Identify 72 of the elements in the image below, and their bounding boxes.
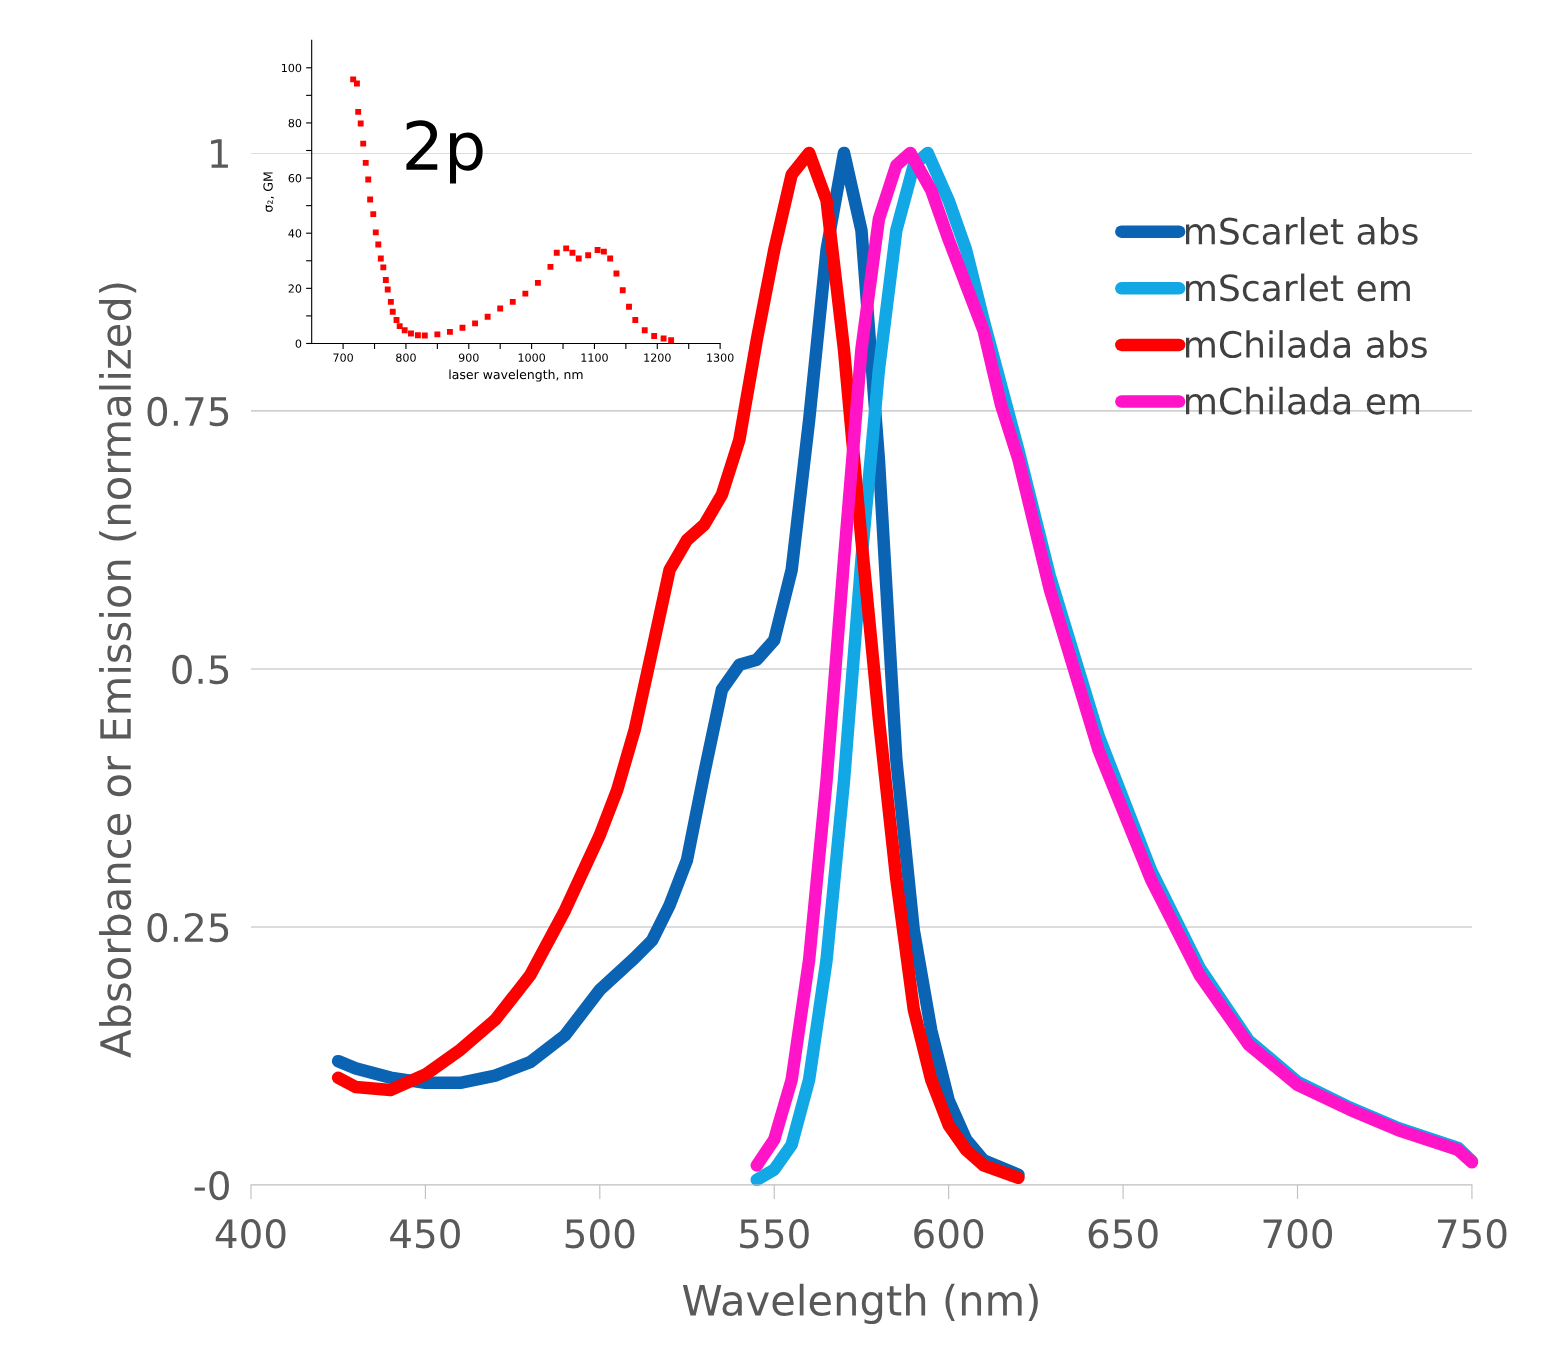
x-tick-label: 500 — [565, 1219, 635, 1249]
point — [594, 247, 601, 253]
point — [632, 317, 639, 323]
point — [365, 176, 372, 183]
x-tick-label: 900 — [458, 353, 479, 362]
y-tick-label: 0.75 — [147, 396, 229, 427]
x-tick-label: 750 — [1438, 1219, 1507, 1249]
x-tick-label: 550 — [740, 1219, 809, 1249]
point — [377, 255, 384, 262]
x-tick-label: 1100 — [581, 353, 608, 362]
annotation: 2p — [406, 120, 483, 184]
point — [389, 308, 396, 315]
x-axis-title: laser wavelength, nm — [449, 369, 583, 382]
x-tick-label: 1200 — [644, 353, 671, 362]
point — [401, 327, 408, 334]
y-tick-label: 1 — [211, 139, 228, 168]
point — [414, 332, 421, 339]
y-tick-label: 20 — [288, 284, 302, 293]
y-tick-label: 0.25 — [147, 912, 229, 943]
point — [600, 248, 607, 255]
legend-label: mScarlet abs — [1186, 216, 1418, 245]
y-tick-label: 40 — [288, 229, 302, 238]
x-tick-label: 450 — [390, 1219, 460, 1249]
y-tick-label: 60 — [288, 174, 302, 183]
y-axis-title: σ₂, GM — [263, 172, 275, 212]
y-tick-label: 100 — [281, 63, 302, 73]
point — [484, 313, 491, 320]
point — [585, 252, 592, 259]
point — [370, 211, 377, 218]
x-tick-label: 1300 — [707, 353, 734, 362]
point — [380, 264, 387, 271]
point — [534, 279, 541, 286]
point — [387, 298, 394, 305]
x-tick-label: 800 — [396, 353, 416, 362]
x-axis-title: Wavelength (nm) — [682, 1283, 1038, 1325]
x-tick-label: 700 — [333, 353, 353, 362]
point — [362, 159, 369, 166]
legend-label: mChilada abs — [1186, 330, 1427, 359]
point — [607, 255, 614, 262]
x-tick-label: 400 — [215, 1219, 286, 1249]
point — [641, 327, 648, 334]
x-tick-label: 600 — [914, 1219, 984, 1249]
point — [396, 323, 403, 330]
y-tick-label: 0 — [295, 339, 302, 348]
point — [668, 337, 675, 344]
y-axis-title: Absorbance or Emission (normalized) — [99, 283, 137, 1058]
y-tick-label: -0 — [194, 1170, 229, 1201]
x-tick-label: 1000 — [518, 353, 546, 362]
legend-label: mScarlet em — [1186, 273, 1410, 302]
point — [522, 290, 529, 297]
point — [434, 331, 441, 338]
point — [372, 229, 379, 236]
point — [350, 76, 357, 83]
point — [367, 196, 374, 203]
point — [563, 245, 570, 252]
point — [355, 108, 362, 115]
x-tick-label: 650 — [1088, 1219, 1158, 1249]
point — [472, 320, 479, 327]
point — [651, 333, 658, 339]
y-tick-label: 80 — [288, 118, 302, 128]
point — [384, 286, 391, 293]
y-tick-label: 0.5 — [172, 654, 229, 685]
point — [382, 277, 389, 284]
point — [446, 328, 453, 335]
point — [619, 287, 626, 294]
point — [509, 298, 516, 305]
point — [626, 303, 632, 310]
x-tick-label: 700 — [1263, 1219, 1333, 1249]
point — [553, 249, 560, 256]
point — [575, 255, 582, 262]
point — [360, 140, 367, 147]
legend-label: mChilada em — [1186, 386, 1420, 415]
